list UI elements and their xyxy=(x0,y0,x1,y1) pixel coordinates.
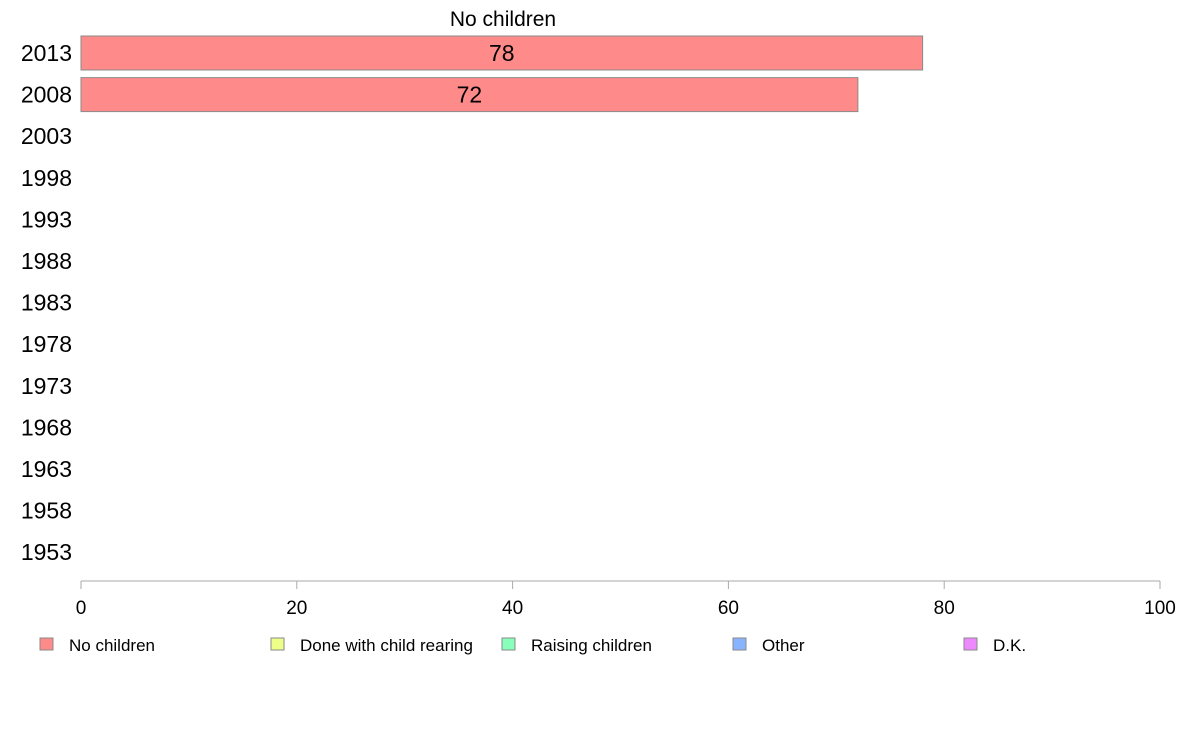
y-tick-label: 1968 xyxy=(21,414,72,440)
x-tick-label: 20 xyxy=(286,598,307,619)
legend-label: No children xyxy=(69,636,155,655)
y-tick-label: 1963 xyxy=(21,456,72,482)
y-tick-label: 1993 xyxy=(21,206,72,232)
x-tick-label: 80 xyxy=(934,598,955,619)
x-tick-label: 60 xyxy=(718,598,739,619)
bar xyxy=(80,35,924,71)
y-tick-label: 1958 xyxy=(21,498,72,524)
x-axis: 0 20 40 60 80 100 xyxy=(76,580,1176,619)
bar xyxy=(80,77,859,113)
y-tick-label: 1998 xyxy=(21,165,72,191)
legend-swatch xyxy=(963,637,978,651)
legend-swatch xyxy=(732,637,747,651)
y-tick-label: 2008 xyxy=(21,82,72,108)
legend-label: Other xyxy=(762,636,805,655)
legend-label: Done with child rearing xyxy=(300,636,473,655)
y-tick-label: 1973 xyxy=(21,373,72,399)
y-tick-label: 1988 xyxy=(21,248,72,274)
legend-swatch xyxy=(270,637,285,651)
y-tick-label: 1983 xyxy=(21,290,72,316)
legend-label: D.K. xyxy=(993,636,1026,655)
y-axis-labels: 2013 2008 2003 1998 1993 1988 1983 1978 1973 1968… xyxy=(21,40,72,565)
x-tick-label: 0 xyxy=(76,598,87,619)
x-tick-label: 100 xyxy=(1144,598,1176,619)
legend-swatch xyxy=(39,637,54,651)
y-tick-label: 1953 xyxy=(21,539,72,565)
legend: No children Done with child rearing Raisin… xyxy=(39,636,1026,655)
y-tick-label: 1978 xyxy=(21,331,72,357)
y-tick-label: 2013 xyxy=(21,40,72,66)
x-tick-label: 40 xyxy=(502,598,523,619)
legend-label: Raising children xyxy=(531,636,652,655)
legend-swatch xyxy=(501,637,516,651)
chart-title: No children xyxy=(450,8,556,31)
y-tick-label: 2003 xyxy=(21,123,72,149)
data-label: 72 xyxy=(457,82,483,108)
data-label: 78 xyxy=(489,40,515,66)
